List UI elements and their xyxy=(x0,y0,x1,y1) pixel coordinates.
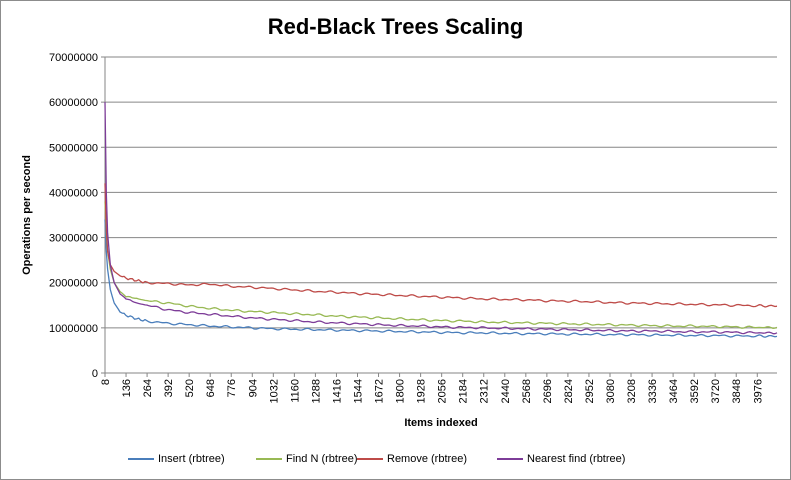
y-tick-label: 50000000 xyxy=(49,142,98,154)
x-tick-label: 2056 xyxy=(437,379,449,403)
x-tick-label: 1544 xyxy=(352,379,364,403)
x-tick-label: 520 xyxy=(184,379,196,397)
x-tick-label: 1928 xyxy=(416,379,428,403)
x-tick-label: 2824 xyxy=(563,379,575,403)
y-tick-label: 10000000 xyxy=(49,323,98,335)
x-tick-label: 2952 xyxy=(584,379,596,403)
x-tick-label: 3592 xyxy=(689,379,701,403)
x-tick-label: 1288 xyxy=(310,379,322,403)
legend-swatch xyxy=(256,458,282,460)
x-tick-label: 2440 xyxy=(500,379,512,403)
x-tick-label: 2312 xyxy=(479,379,491,403)
x-tick-label: 3976 xyxy=(752,379,764,403)
legend-item: Insert (rbtree) xyxy=(128,450,225,468)
x-tick-label: 3336 xyxy=(647,379,659,403)
y-tick-label: 70000000 xyxy=(49,52,98,64)
legend-swatch xyxy=(128,458,154,460)
y-tick-label: 40000000 xyxy=(49,187,98,199)
x-tick-label: 2696 xyxy=(542,379,554,403)
x-tick-label: 904 xyxy=(247,379,259,397)
x-tick-label: 3720 xyxy=(710,379,722,403)
x-tick-label: 1672 xyxy=(374,379,386,403)
legend-label: Remove (rbtree) xyxy=(387,453,468,465)
x-tick-label: 776 xyxy=(226,379,238,397)
x-tick-label: 136 xyxy=(121,379,133,397)
x-tick-label: 1800 xyxy=(395,379,407,403)
x-tick-label: 3848 xyxy=(731,379,743,403)
legend-swatch xyxy=(497,458,523,460)
chart-title: Red-Black Trees Scaling xyxy=(267,14,524,39)
x-tick-label: 3208 xyxy=(626,379,638,403)
x-tick-label: 264 xyxy=(142,379,154,397)
legend-item: Find N (rbtree) xyxy=(256,450,358,468)
legend-label: Nearest find (rbtree) xyxy=(527,453,626,465)
legend-label: Find N (rbtree) xyxy=(286,453,358,465)
x-axis-title: Items indexed xyxy=(404,417,477,429)
chart-legend: Insert (rbtree) Find N (rbtree) Remove (rb… xyxy=(0,450,791,468)
series-line-3 xyxy=(104,183,778,308)
y-tick-label: 20000000 xyxy=(49,278,98,290)
series-line-1 xyxy=(104,219,778,338)
x-tick-label: 1032 xyxy=(268,379,280,403)
x-tick-label: 1416 xyxy=(331,379,343,403)
x-tick-label: 8 xyxy=(100,379,112,385)
legend-swatch xyxy=(357,458,383,460)
legend-item: Nearest find (rbtree) xyxy=(497,450,625,468)
series-line-2 xyxy=(104,201,778,330)
legend-label: Insert (rbtree) xyxy=(158,453,225,465)
series-line-4 xyxy=(104,102,778,335)
y-tick-label: 60000000 xyxy=(49,97,98,109)
y-axis-title: Operations per second xyxy=(21,155,33,275)
x-tick-label: 1160 xyxy=(289,379,301,403)
y-tick-label: 30000000 xyxy=(49,233,98,245)
x-tick-label: 3464 xyxy=(668,379,680,403)
x-tick-label: 2568 xyxy=(521,379,533,403)
x-tick-label: 392 xyxy=(163,379,175,397)
x-tick-label: 648 xyxy=(205,379,217,397)
y-tick-label: 0 xyxy=(92,368,98,380)
x-tick-label: 2184 xyxy=(458,379,470,403)
x-tick-label: 3080 xyxy=(605,379,617,403)
legend-item: Remove (rbtree) xyxy=(357,450,467,468)
